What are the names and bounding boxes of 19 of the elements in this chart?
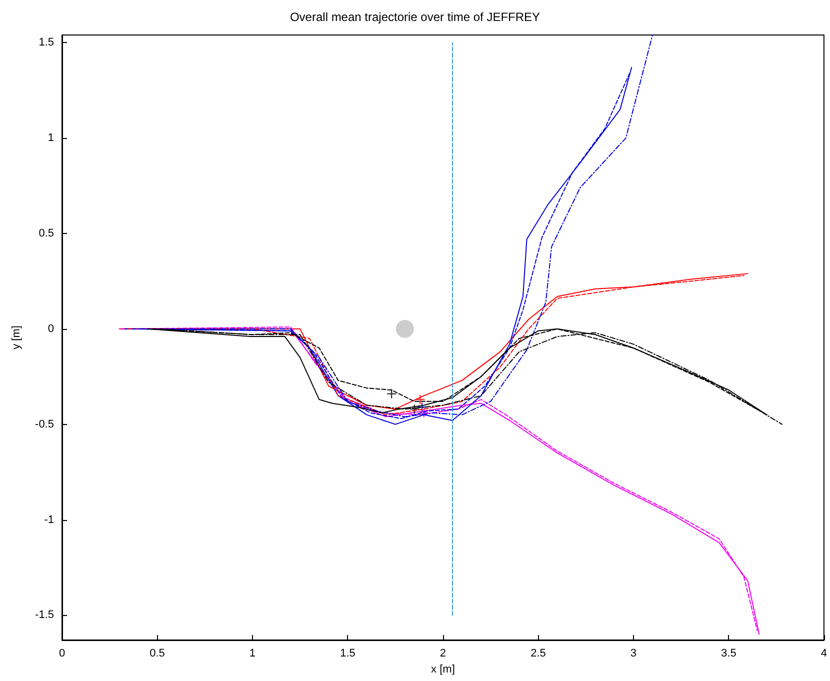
x-tick-label: 0.5 (150, 648, 165, 660)
x-tick-label: 2.5 (530, 648, 546, 660)
y-tick-label: -1.5 (35, 609, 54, 622)
y-tick-label: 1 (48, 132, 54, 144)
x-tick-label: 1.5 (340, 648, 356, 660)
x-axis-title: x [m] (431, 663, 455, 676)
chart-title: Overall mean trajectorie over time of JEFFREY (290, 10, 540, 24)
y-tick-label: 0.5 (38, 227, 54, 240)
x-tick-label: 3.5 (721, 648, 736, 660)
x-tick-label: 4 (820, 648, 828, 660)
y-tick-label: 0 (48, 322, 54, 335)
y-tick-label: 1.5 (38, 36, 54, 49)
y-tick-label: -1 (44, 514, 54, 526)
x-tick-label: 0 (58, 648, 66, 660)
x-tick-label: 3 (630, 648, 637, 660)
x-tick-label: 1 (249, 648, 256, 660)
y-tick-label: -0.5 (35, 418, 54, 430)
y-axis-title: y [m] (10, 326, 22, 350)
x-tick-label: 2 (440, 648, 446, 660)
